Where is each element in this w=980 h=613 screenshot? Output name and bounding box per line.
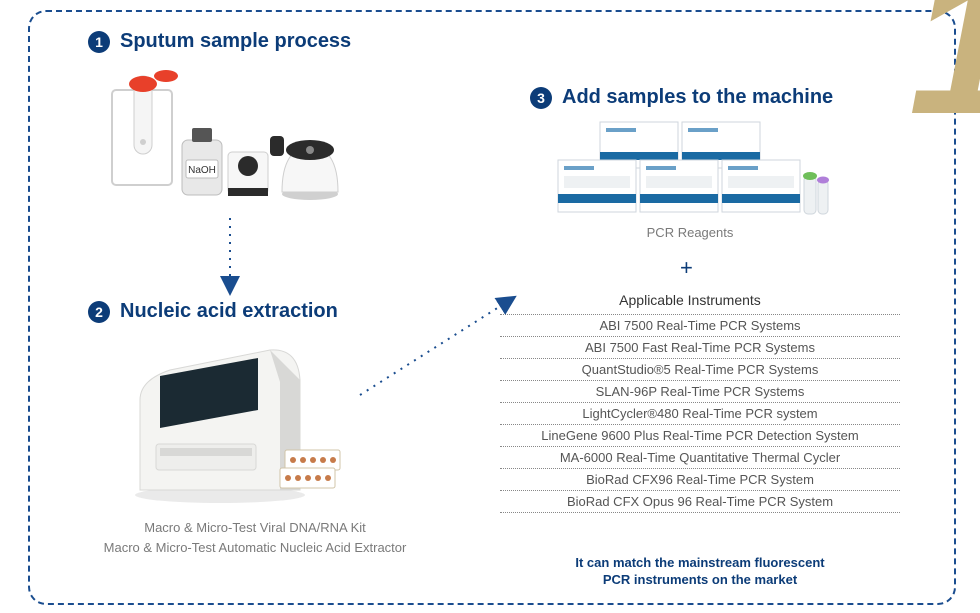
step-3-title: Add samples to the machine [562, 86, 833, 109]
instrument-item: QuantStudio®5 Real-Time PCR Systems [500, 359, 900, 381]
footer-line-1: It can match the mainstream fluorescent [575, 555, 824, 570]
plus-symbol: + [680, 255, 693, 281]
instrument-item: BioRad CFX96 Real-Time PCR System [500, 469, 900, 491]
step-2-caption: Macro & Micro-Test Viral DNA/RNA Kit Mac… [80, 518, 430, 557]
step-2-illustration [130, 340, 350, 505]
instrument-item: MA-6000 Real-Time Quantitative Thermal C… [500, 447, 900, 469]
footer-note: It can match the mainstream fluorescent … [500, 555, 900, 589]
large-step-number: 1 [909, 0, 980, 160]
instrument-list: ABI 7500 Real-Time PCR SystemsABI 7500 F… [500, 314, 900, 513]
step-1-title: Sputum sample process [120, 30, 351, 53]
step-1-badge: 1 [88, 31, 110, 53]
instrument-item: ABI 7500 Fast Real-Time PCR Systems [500, 337, 900, 359]
svg-text:NaOH: NaOH [188, 165, 216, 176]
kit-caption-2: Macro & Micro-Test Automatic Nucleic Aci… [104, 540, 407, 555]
applicable-title: Applicable Instruments [550, 292, 830, 308]
instrument-item: SLAN-96P Real-Time PCR Systems [500, 381, 900, 403]
instrument-item: ABI 7500 Real-Time PCR Systems [500, 314, 900, 337]
pcr-caption: PCR Reagents [550, 225, 830, 240]
instrument-item: BioRad CFX Opus 96 Real-Time PCR System [500, 491, 900, 513]
step-1-header: 1 Sputum sample process [88, 30, 351, 53]
step-3-badge: 3 [530, 87, 552, 109]
instrument-item: LineGene 9600 Plus Real-Time PCR Detecti… [500, 425, 900, 447]
footer-line-2: PCR instruments on the market [603, 572, 797, 587]
step-3-illustration [550, 120, 830, 220]
step-2-badge: 2 [88, 301, 110, 323]
step-3-header: 3 Add samples to the machine [530, 86, 833, 109]
kit-caption-1: Macro & Micro-Test Viral DNA/RNA Kit [144, 520, 366, 535]
step-1-illustration: NaOH [110, 70, 340, 210]
instrument-item: LightCycler®480 Real-Time PCR system [500, 403, 900, 425]
step-2-header: 2 Nucleic acid extraction [88, 300, 338, 323]
step-2-title: Nucleic acid extraction [120, 300, 338, 323]
